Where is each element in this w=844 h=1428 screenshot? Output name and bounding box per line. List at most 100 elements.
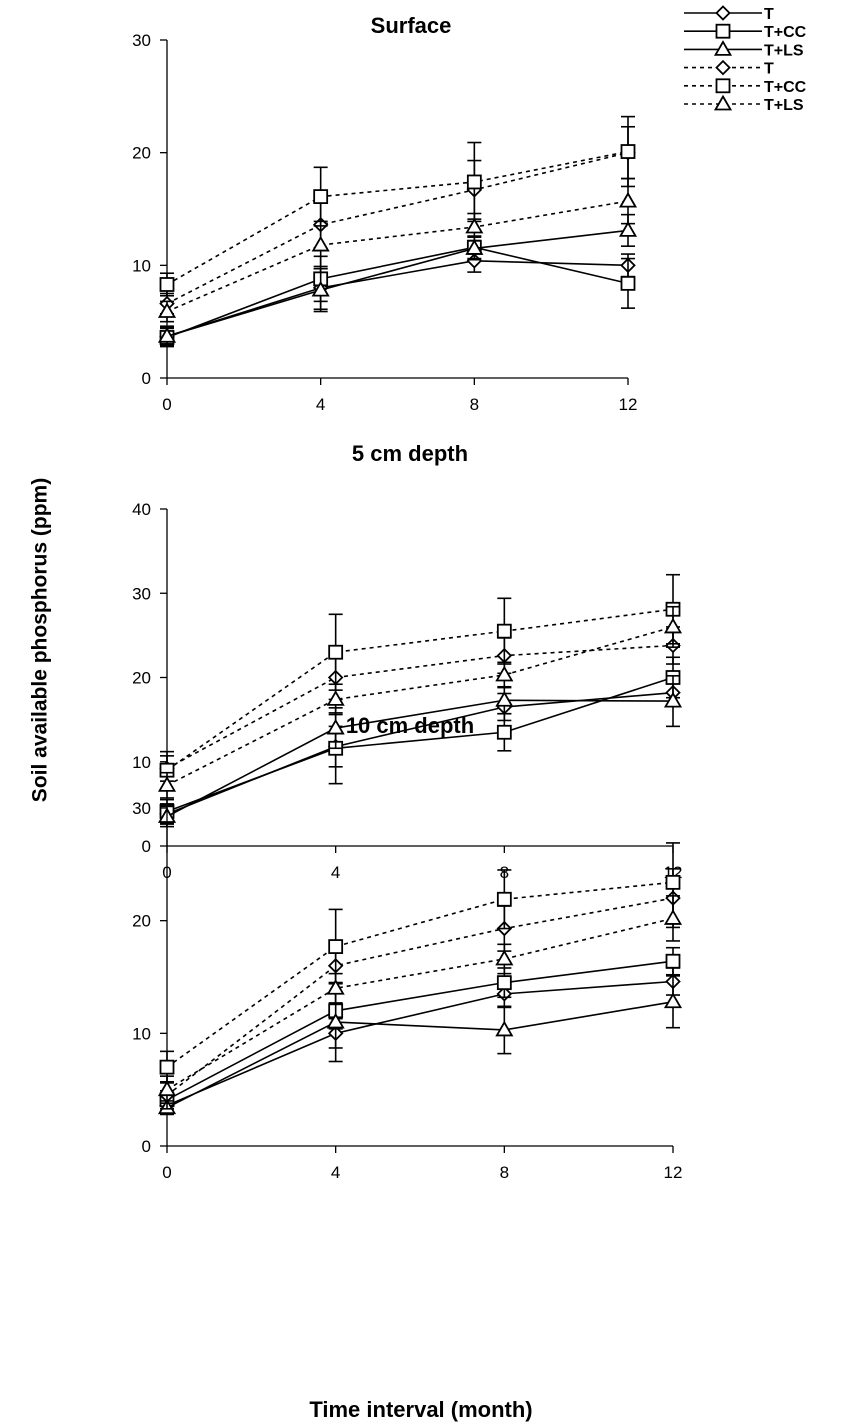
y-tick-label: 20 [132,144,151,163]
series-line [166,960,674,1101]
data-point [618,221,638,237]
series-line [166,980,674,1107]
y-tick-label: 20 [132,912,151,931]
series-line [166,626,674,787]
data-point [496,724,512,740]
data-point [159,277,175,292]
series-line [166,246,629,339]
chart-panel-1: Surface 0 10 20 30 0 4 8 12 [132,13,637,414]
legend-label: T [764,61,774,78]
data-point [466,174,482,190]
series-line [166,917,674,1091]
legend-label: T+LS [764,97,804,114]
y-tick-label: 30 [132,799,151,818]
data-point [620,144,636,159]
series-line [166,260,629,338]
series-line [166,1000,674,1109]
panel-title: 5 cm depth [352,441,468,466]
y-tick-label: 0 [142,1137,151,1156]
y-tick-label: 20 [132,669,151,688]
series-line [166,691,674,815]
data-point [495,1020,514,1037]
series-5 [159,842,681,1084]
series-line [166,200,629,313]
series-line [166,644,674,770]
y-axis-title-group: Soil available phosphorus (ppm) [29,478,52,802]
legend-label: T+CC [764,24,807,41]
x-tick-label: 4 [316,395,325,414]
data-point [496,623,512,639]
data-point [465,239,484,255]
data-point [311,235,330,252]
series-4 [159,626,681,782]
y-axis-title: Soil available phosphorus (ppm) [29,478,52,802]
series-4 [159,868,681,1110]
series-line [166,676,674,813]
legend-marker [715,5,731,21]
data-point [618,191,638,208]
legend-entry: T [684,5,774,23]
x-tick-label: 0 [162,1163,171,1182]
data-point [326,690,345,706]
legend-marker [715,59,731,76]
series-line [166,151,629,305]
series-2 [159,235,636,348]
y-tick-label: 10 [132,1024,151,1043]
data-point [663,992,683,1009]
data-point [495,949,514,966]
legend-marker [715,78,731,94]
legend-label: T+CC [764,79,807,96]
legend-entry: T+LS [684,94,804,114]
series-line [166,897,674,1096]
series-6 [157,605,683,799]
legend-label: T+LS [764,42,804,59]
legend-marker [713,94,733,111]
legend-label: T [764,6,774,23]
y-tick-label: 30 [132,584,151,603]
series-5 [159,115,636,297]
series-line [166,150,629,286]
x-tick-label: 8 [470,395,479,414]
series-line [166,608,674,771]
chart-panel-3: 10 cm depth 0 10 20 30 0 4 8 12 [132,713,682,1182]
y-tick-label: 30 [132,31,151,50]
x-tick-label: 12 [664,1163,683,1182]
x-tick-label: 8 [500,1163,509,1182]
data-point [311,280,330,297]
x-tick-label: 4 [331,863,340,882]
data-point [495,690,514,707]
y-tick-label: 10 [132,256,151,275]
series-2 [159,946,681,1110]
series-line [166,229,629,338]
y-tick-label: 0 [142,369,151,388]
legend-entry: T+LS [684,40,804,59]
data-point [326,718,345,735]
data-point [157,776,177,792]
chart-panel-2: 5 cm depth01020304004812 [132,441,682,882]
data-point [663,909,683,925]
y-tick-label: 40 [132,500,151,519]
data-point [620,275,636,291]
legend-entry: T [684,59,774,78]
data-point [157,1080,177,1097]
legend-entry: T+CC [684,78,807,96]
data-point [326,1012,345,1029]
series-line [166,881,674,1068]
data-point [313,189,329,205]
x-tick-label: 12 [619,395,638,414]
data-point [157,302,177,318]
x-tick-label: 4 [331,1163,340,1182]
series-line [166,699,674,818]
data-point [328,939,344,954]
legend-marker [715,23,731,39]
data-point [496,975,512,991]
data-point [326,978,345,995]
data-point [663,691,683,708]
x-axis-title: Time interval (month) [309,1397,532,1422]
data-point [663,617,683,634]
data-point [496,891,512,907]
data-point [495,665,514,682]
data-point [465,217,484,234]
